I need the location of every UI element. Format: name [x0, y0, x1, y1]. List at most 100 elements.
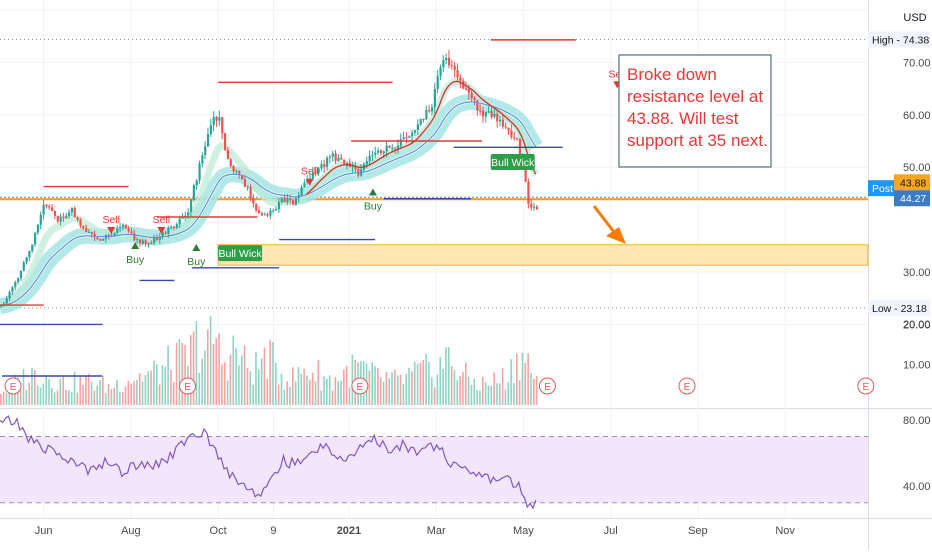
- candle: [527, 181, 530, 204]
- volume-bar: [73, 371, 76, 405]
- volume-bar: [195, 321, 198, 405]
- candle: [416, 124, 419, 131]
- bull-wick-badge[interactable]: [490, 153, 535, 170]
- candle: [317, 168, 320, 174]
- sell-signal-label: Sell: [301, 166, 319, 178]
- buy-signal-marker[interactable]: [368, 188, 377, 196]
- buy-signal-marker[interactable]: [192, 244, 201, 252]
- volume-bar: [184, 344, 186, 405]
- candle: [484, 112, 488, 117]
- candle: [377, 150, 380, 153]
- volume-bar: [337, 381, 339, 405]
- rsi-line[interactable]: [0, 415, 537, 510]
- resistance-price-tag-text: 43.88: [900, 177, 926, 189]
- volume-bar: [481, 376, 484, 405]
- x-tick-label: Nov: [775, 525, 795, 537]
- candle: [283, 197, 286, 203]
- earnings-marker[interactable]: [857, 377, 875, 395]
- candle: [232, 166, 235, 172]
- candle: [221, 117, 224, 134]
- candle: [192, 185, 195, 200]
- candle: [490, 111, 493, 118]
- candle: [374, 152, 377, 155]
- bull-wick-badge[interactable]: [218, 245, 263, 262]
- candle: [249, 187, 252, 199]
- candle: [70, 207, 74, 213]
- earnings-marker[interactable]: [351, 377, 369, 395]
- high-price-tag[interactable]: High - 74.38: [868, 31, 930, 48]
- candle: [17, 278, 20, 283]
- candle: [229, 159, 232, 167]
- x-tick-label: Aug: [121, 525, 141, 537]
- volume-bar: [90, 381, 93, 405]
- candle: [481, 110, 485, 117]
- resistance-price-tag[interactable]: 43.88: [894, 174, 930, 191]
- candle: [243, 179, 247, 188]
- candle: [90, 231, 93, 234]
- candle: [286, 198, 289, 203]
- candle: [218, 117, 221, 121]
- candle: [263, 214, 266, 216]
- volume-bar: [136, 379, 138, 405]
- candle: [430, 107, 434, 112]
- candle: [113, 232, 116, 236]
- volume-bar: [303, 368, 305, 405]
- support-zone[interactable]: [217, 244, 869, 266]
- resistance-price-tag-bg: [894, 174, 930, 191]
- candle: [496, 113, 499, 122]
- candle: [357, 168, 360, 176]
- price-tick-label: 30.00: [903, 267, 931, 279]
- candle: [235, 170, 238, 172]
- buy-signal-marker[interactable]: [131, 241, 140, 249]
- candle: [99, 239, 102, 241]
- sell-signal-marker[interactable]: [107, 226, 116, 234]
- candle: [260, 213, 264, 216]
- candle: [238, 170, 241, 176]
- earnings-label: E: [862, 382, 869, 393]
- candle: [240, 175, 244, 180]
- price-tick-label: 50.00: [903, 162, 931, 174]
- volume-bar: [110, 389, 113, 405]
- volume-bar: [382, 381, 385, 405]
- sell-signal-marker[interactable]: [305, 178, 314, 186]
- candle: [22, 262, 25, 271]
- candle: [470, 92, 473, 99]
- earnings-marker[interactable]: [179, 377, 197, 395]
- earnings-label: E: [10, 382, 17, 393]
- annotation-box[interactable]: [618, 54, 772, 168]
- candle: [419, 119, 422, 125]
- candle: [328, 156, 332, 158]
- low-price-tag[interactable]: Low - 23.18: [868, 299, 930, 316]
- volume-bar: [181, 343, 184, 405]
- volume-bar: [487, 385, 490, 405]
- annotation-text: Broke down resistance level at 43.88. Wi…: [627, 65, 768, 150]
- sell-signal-marker[interactable]: [157, 226, 166, 234]
- earnings-marker[interactable]: [678, 377, 696, 395]
- candle: [42, 204, 45, 215]
- volume-bar: [504, 389, 507, 405]
- volume-bar: [124, 386, 127, 405]
- volume-bar: [53, 392, 56, 405]
- volume-bar: [192, 331, 195, 405]
- volume-bar: [59, 378, 62, 405]
- volume-bar: [535, 375, 538, 405]
- candle: [124, 224, 127, 229]
- volume-bar: [235, 347, 237, 405]
- volume-bar: [459, 376, 461, 405]
- earnings-marker[interactable]: [538, 377, 556, 395]
- candle: [195, 180, 198, 186]
- candle: [479, 110, 482, 112]
- earnings-marker[interactable]: [4, 377, 22, 395]
- candle: [303, 182, 306, 188]
- sell-signal-label: Sell: [153, 214, 171, 226]
- candle: [388, 145, 391, 148]
- volume-bar: [243, 345, 246, 405]
- candle: [226, 149, 230, 160]
- candle: [119, 226, 122, 229]
- last-price-tag[interactable]: 44.27: [894, 190, 930, 207]
- volume-bar: [388, 378, 391, 405]
- volume-bar: [374, 366, 376, 405]
- volume-bar: [280, 373, 283, 405]
